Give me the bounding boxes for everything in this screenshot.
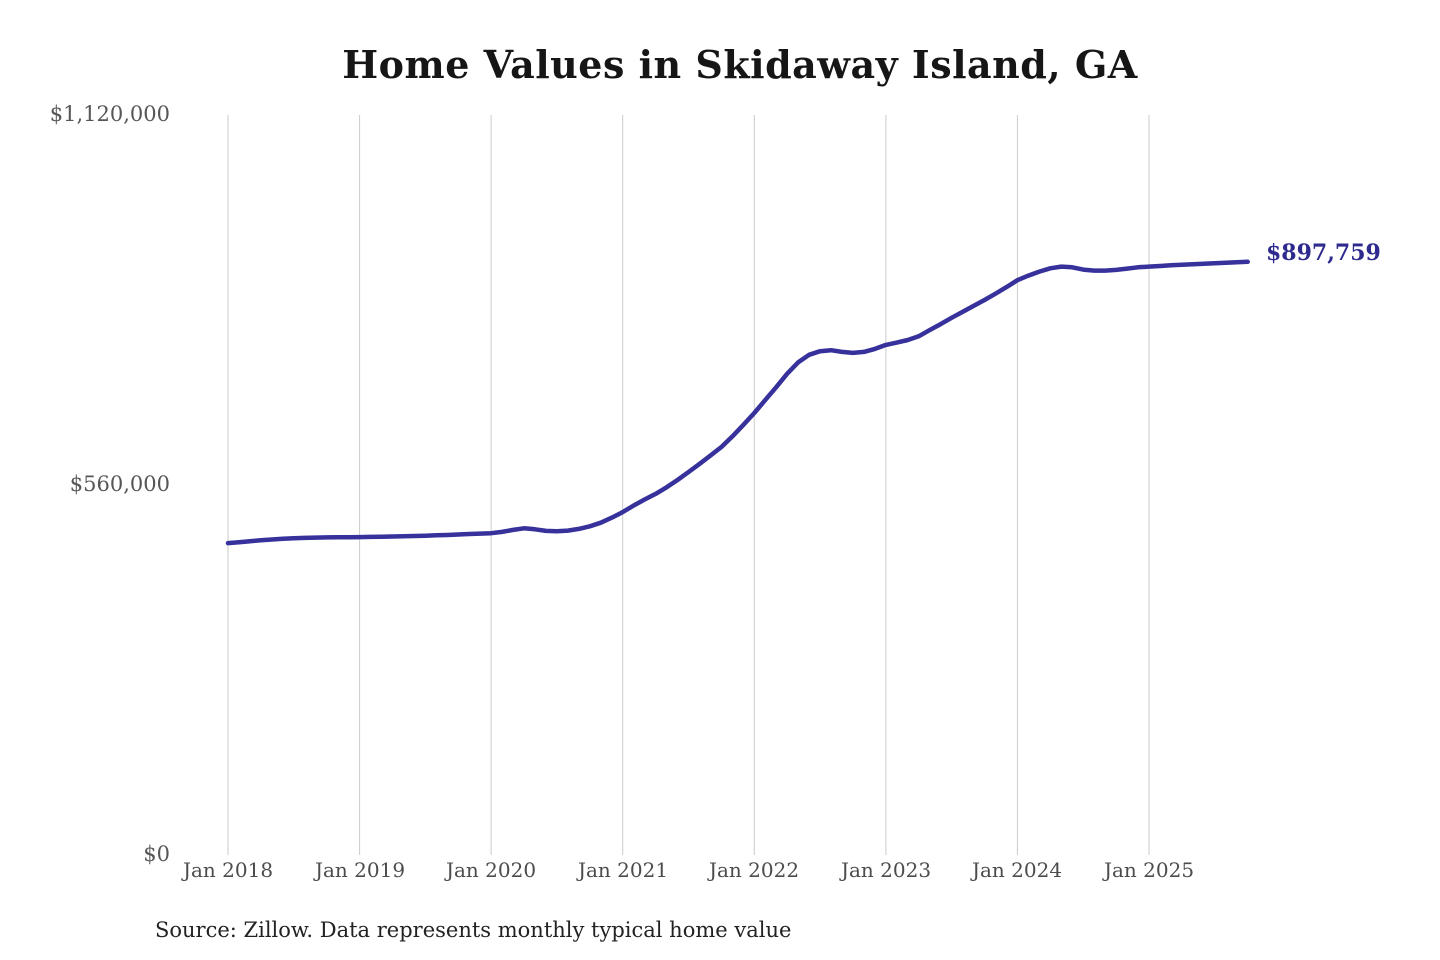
x-axis-tick-label: Jan 2023 <box>840 858 932 882</box>
y-axis-tick-label: $1,120,000 <box>49 102 170 126</box>
x-axis-tick-label: Jan 2019 <box>314 858 406 882</box>
x-axis-tick-label: Jan 2022 <box>708 858 800 882</box>
y-axis-tick-label: $0 <box>143 842 170 866</box>
chart-title: Home Values in Skidaway Island, GA <box>342 42 1138 87</box>
x-axis-tick-label: Jan 2018 <box>182 858 274 882</box>
x-axis-tick-label: Jan 2020 <box>445 858 537 882</box>
x-axis-tick-label: Jan 2024 <box>971 858 1063 882</box>
y-axis-tick-label: $560,000 <box>69 472 170 496</box>
current-value-label: $897,759 <box>1266 240 1381 266</box>
home-value-line <box>225 259 1250 546</box>
x-axis-tick-label: Jan 2021 <box>577 858 669 882</box>
source-note: Source: Zillow. Data represents monthly … <box>155 918 792 942</box>
x-axis-tick-label: Jan 2025 <box>1103 858 1195 882</box>
